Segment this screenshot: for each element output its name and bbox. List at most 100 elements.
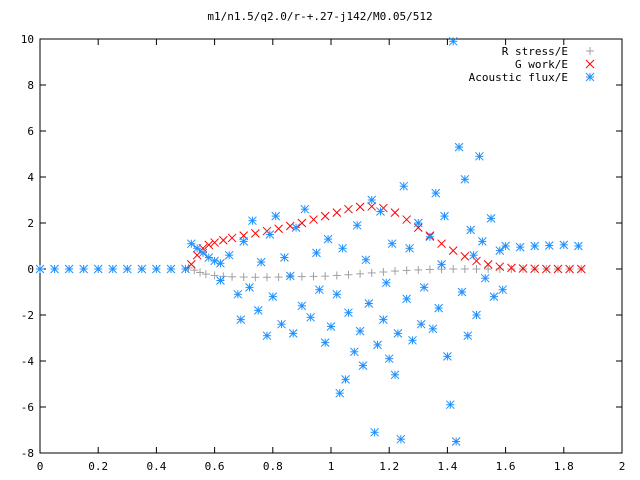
data-point <box>431 188 441 198</box>
data-point <box>358 361 368 370</box>
data-point <box>472 310 481 320</box>
data-point <box>419 283 429 292</box>
x-ticks: 0 0.2 0.4 0.6 0.8 1 1.2 1.4 1.6 1.8 2 <box>37 39 626 473</box>
data-point <box>166 264 176 274</box>
y-tick-label: 10 <box>21 33 34 46</box>
chart-title: m1/n1.5/q2.0/r-+.27-j142/M0.05/512 <box>207 10 432 23</box>
x-tick-label: 0.8 <box>263 460 283 473</box>
data-point <box>137 264 147 274</box>
data-point <box>344 204 353 214</box>
x-tick-label: 1.6 <box>496 460 516 473</box>
data-point <box>320 338 330 347</box>
data-point <box>475 151 484 161</box>
data-point <box>437 239 446 249</box>
legend-label: Acoustic flux/E <box>469 71 568 84</box>
data-point <box>399 181 409 191</box>
data-point <box>364 299 374 308</box>
data-point <box>391 267 400 276</box>
y-tick-label: -4 <box>21 355 35 368</box>
data-point <box>224 250 234 260</box>
data-point <box>451 437 461 446</box>
data-point <box>387 239 397 249</box>
data-point <box>198 248 208 258</box>
data-point <box>477 237 487 246</box>
y-tick-label: 6 <box>27 125 34 138</box>
data-point <box>315 285 324 295</box>
data-point <box>196 268 205 277</box>
data-point <box>204 253 214 262</box>
data-point <box>373 340 382 350</box>
data-point <box>367 268 376 277</box>
x-tick-label: 1 <box>328 460 335 473</box>
data-point <box>425 232 435 242</box>
data-point <box>480 273 490 283</box>
data-point <box>344 308 353 318</box>
data-point <box>460 265 469 273</box>
data-point <box>285 271 295 281</box>
data-point <box>396 434 406 444</box>
data-point <box>239 237 249 246</box>
legend-marker <box>585 59 595 69</box>
data-point <box>122 264 132 274</box>
data-point <box>381 278 391 288</box>
data-point <box>227 233 237 243</box>
data-point <box>408 335 417 345</box>
data-point <box>573 241 583 251</box>
data-point <box>297 272 306 281</box>
data-point <box>428 324 438 334</box>
data-point <box>309 215 318 224</box>
data-point <box>210 238 219 247</box>
data-point <box>507 263 516 273</box>
data-point <box>245 283 254 292</box>
data-point <box>236 315 246 324</box>
data-point <box>565 264 574 274</box>
x-tick-label: 0 <box>37 460 44 473</box>
y-tick-label: -8 <box>21 447 34 460</box>
data-point <box>256 257 266 267</box>
data-point <box>367 195 377 205</box>
data-point <box>361 255 371 265</box>
data-point <box>251 273 260 282</box>
data-point <box>414 265 423 274</box>
data-point <box>186 260 196 269</box>
data-point <box>300 204 310 214</box>
data-point <box>332 289 342 299</box>
series-3 <box>35 36 583 446</box>
data-point <box>440 211 449 221</box>
data-point <box>35 264 45 274</box>
data-point <box>277 319 286 329</box>
data-point <box>335 388 345 398</box>
data-point <box>50 264 59 274</box>
data-point <box>323 234 333 244</box>
x-tick-label: 1.2 <box>379 460 399 473</box>
x-tick-label: 2 <box>619 460 626 473</box>
data-point <box>393 329 403 338</box>
data-point <box>108 264 118 274</box>
data-point <box>306 312 315 322</box>
data-point <box>312 248 321 258</box>
data-point <box>341 375 350 384</box>
x-tick-label: 0.4 <box>146 460 166 473</box>
data-point <box>457 287 467 297</box>
x-tick-label: 0.2 <box>88 460 108 473</box>
data-point <box>332 208 342 218</box>
data-point <box>355 202 365 212</box>
legend-marker <box>585 72 595 82</box>
data-point <box>472 265 481 273</box>
x-tick-label: 1.4 <box>437 460 457 473</box>
data-point <box>274 273 283 282</box>
data-point <box>93 264 103 274</box>
series-marks <box>35 36 586 446</box>
data-point <box>320 211 330 221</box>
data-point <box>219 272 228 281</box>
data-point <box>402 266 411 275</box>
data-point <box>495 262 505 272</box>
data-point <box>530 264 540 274</box>
data-point <box>460 174 470 184</box>
data-point <box>384 354 394 364</box>
series-1 <box>184 263 586 282</box>
legend-label: R stress/E <box>502 45 568 58</box>
data-point <box>530 241 540 251</box>
data-point <box>416 319 426 329</box>
data-point <box>484 265 493 273</box>
